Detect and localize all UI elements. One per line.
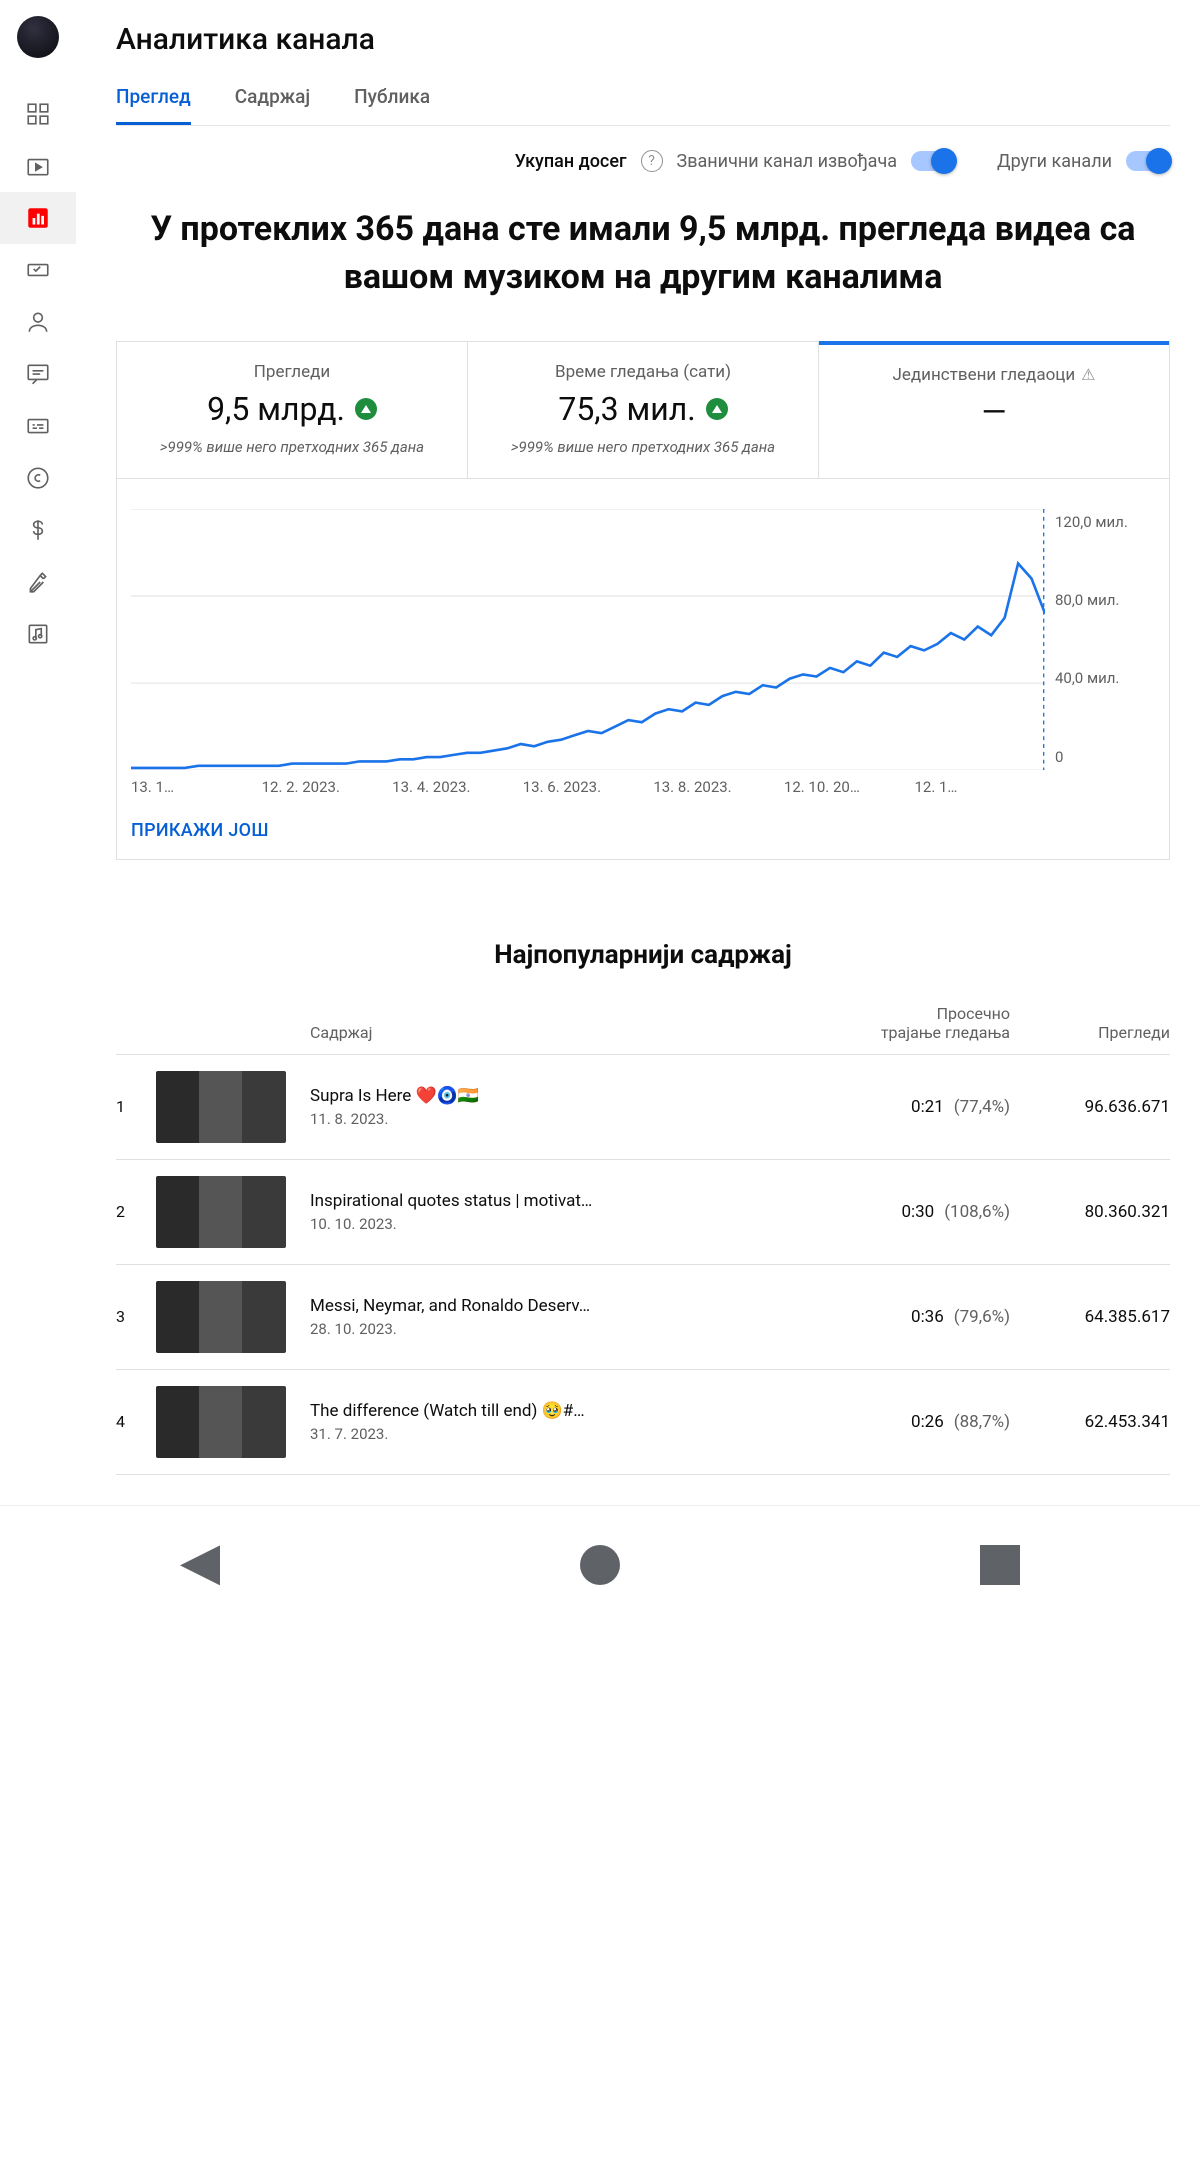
- metrics-cards: Прегледи 9,5 млрд. >999% више него претх…: [116, 341, 1170, 479]
- table-row[interactable]: 3 Messi, Neymar, and Ronaldo Deserv… 28. 1…: [116, 1265, 1170, 1370]
- tabs: Преглед Садржај Публика: [116, 85, 1170, 126]
- channel-avatar[interactable]: [17, 16, 59, 58]
- row-rank: 2: [116, 1202, 156, 1221]
- avg-duration-pct: (77,4%): [954, 1097, 1010, 1117]
- show-more-link[interactable]: ПРИКАЖИ ЈОШ: [131, 820, 269, 841]
- row-rank: 4: [116, 1412, 156, 1431]
- metric-watchtime-sub: >999% више него претходних 365 дана: [484, 438, 802, 458]
- other-channels-toggle[interactable]: [1126, 151, 1170, 171]
- metric-watchtime[interactable]: Време гледања (сати) 75,3 мил. >999% виш…: [468, 342, 819, 478]
- views-chart: [131, 509, 1045, 770]
- video-title[interactable]: The difference (Watch till end) 🥹#…: [310, 1401, 630, 1421]
- avg-duration: 0:26: [911, 1412, 944, 1432]
- metric-unique-value: —: [982, 393, 1007, 431]
- view-count: 80.360.321: [1085, 1202, 1170, 1222]
- table-row[interactable]: 4 The difference (Watch till end) 🥹#… 31. …: [116, 1370, 1170, 1475]
- trend-up-icon: [355, 398, 377, 420]
- chart-y-labels: 120,0 мил.80,0 мил.40,0 мил.0: [1045, 509, 1155, 770]
- content-icon[interactable]: [0, 140, 76, 192]
- top-content-title: Најпопуларнији садржај: [116, 940, 1170, 970]
- view-count: 96.636.671: [1085, 1097, 1170, 1117]
- avg-duration-pct: (79,6%): [954, 1307, 1010, 1327]
- copyright-icon[interactable]: [0, 452, 76, 504]
- video-thumbnail[interactable]: [156, 1071, 286, 1143]
- metric-views-sub: >999% више него претходних 365 дана: [133, 438, 451, 458]
- official-channel-label: Званични канал извођача: [677, 151, 898, 172]
- table-row[interactable]: 2 Inspirational quotes status | motivat… 1…: [116, 1160, 1170, 1265]
- tickets-icon[interactable]: [0, 244, 76, 296]
- other-channels-label: Други канали: [997, 151, 1112, 172]
- comments-icon[interactable]: [0, 348, 76, 400]
- metric-views-title: Прегледи: [133, 362, 451, 382]
- avg-duration-pct: (88,7%): [954, 1412, 1010, 1432]
- video-thumbnail[interactable]: [156, 1176, 286, 1248]
- avg-duration: 0:21: [911, 1097, 944, 1117]
- metric-unique-title: Јединствени гледаоци: [893, 365, 1076, 385]
- video-thumbnail[interactable]: [156, 1281, 286, 1353]
- trend-up-icon: [706, 398, 728, 420]
- metric-watchtime-value: 75,3 мил.: [558, 390, 695, 428]
- warning-icon: ⚠: [1081, 365, 1095, 384]
- row-rank: 1: [116, 1097, 156, 1116]
- metric-watchtime-title: Време гледања (сати): [484, 362, 802, 382]
- avg-duration-pct: (108,6%): [944, 1202, 1010, 1222]
- metric-unique[interactable]: Јединствени гледаоци ⚠ —: [819, 341, 1169, 478]
- view-count: 62.453.341: [1085, 1412, 1170, 1432]
- nav-home-icon[interactable]: [580, 1545, 620, 1585]
- help-icon[interactable]: ?: [641, 150, 663, 172]
- subtitles-icon[interactable]: [0, 400, 76, 452]
- tab-audience[interactable]: Публика: [354, 85, 430, 125]
- col-duration-label-1: Просечно: [830, 1004, 1010, 1023]
- col-content-label: Садржај: [310, 1023, 372, 1042]
- nav-recent-icon[interactable]: [980, 1545, 1020, 1585]
- official-channel-toggle[interactable]: [911, 151, 955, 171]
- video-date: 10. 10. 2023.: [310, 1215, 816, 1233]
- col-views-label: Прегледи: [1098, 1023, 1170, 1042]
- sidebar: [0, 0, 76, 1475]
- top-content-rows: 1 Supra Is Here ❤️🧿🇮🇳 11. 8. 2023. 0:21 (77,…: [116, 1055, 1170, 1475]
- video-thumbnail[interactable]: [156, 1386, 286, 1458]
- tab-content[interactable]: Садржај: [235, 85, 310, 125]
- table-row[interactable]: 1 Supra Is Here ❤️🧿🇮🇳 11. 8. 2023. 0:21 (77,…: [116, 1055, 1170, 1160]
- customize-icon[interactable]: [0, 556, 76, 608]
- video-title[interactable]: Messi, Neymar, and Ronaldo Deserv…: [310, 1296, 630, 1316]
- toggle-row: Укупан досег ? Званични канал извођача Д…: [116, 126, 1170, 196]
- community-icon[interactable]: [0, 296, 76, 348]
- chart-card: 120,0 мил.80,0 мил.40,0 мил.0 13. 1…12. …: [116, 479, 1170, 860]
- headline: У протеклих 365 дана сте имали 9,5 млрд.…: [116, 196, 1170, 341]
- video-title[interactable]: Supra Is Here ❤️🧿🇮🇳: [310, 1086, 630, 1106]
- audio-icon[interactable]: [0, 608, 76, 660]
- chart-x-labels: 13. 1…12. 2. 2023.13. 4. 2023.13. 6. 202…: [131, 778, 1155, 796]
- video-title[interactable]: Inspirational quotes status | motivat…: [310, 1191, 630, 1211]
- view-count: 64.385.617: [1085, 1307, 1170, 1327]
- video-date: 31. 7. 2023.: [310, 1425, 816, 1443]
- video-date: 11. 8. 2023.: [310, 1110, 816, 1128]
- earn-icon[interactable]: [0, 504, 76, 556]
- avg-duration: 0:30: [901, 1202, 934, 1222]
- col-duration-label-2: трајање гледања: [830, 1023, 1010, 1042]
- video-date: 28. 10. 2023.: [310, 1320, 816, 1338]
- avg-duration: 0:36: [911, 1307, 944, 1327]
- analytics-icon[interactable]: [0, 192, 76, 244]
- total-reach-label: Укупан досег: [515, 151, 627, 172]
- dashboard-icon[interactable]: [0, 88, 76, 140]
- page-title: Аналитика канала: [116, 22, 1170, 57]
- tab-overview[interactable]: Преглед: [116, 85, 191, 125]
- row-rank: 3: [116, 1307, 156, 1326]
- metric-views-value: 9,5 млрд.: [207, 390, 345, 428]
- android-navbar: [0, 1505, 1200, 1625]
- metric-views[interactable]: Прегледи 9,5 млрд. >999% више него претх…: [117, 342, 468, 478]
- table-header: Садржај Просечно трајање гледања Преглед…: [116, 1004, 1170, 1055]
- nav-back-icon[interactable]: [180, 1545, 220, 1585]
